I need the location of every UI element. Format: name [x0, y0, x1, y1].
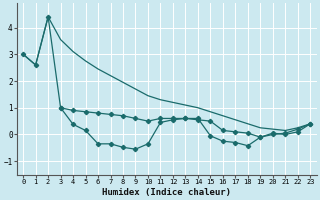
X-axis label: Humidex (Indice chaleur): Humidex (Indice chaleur)	[102, 188, 231, 197]
